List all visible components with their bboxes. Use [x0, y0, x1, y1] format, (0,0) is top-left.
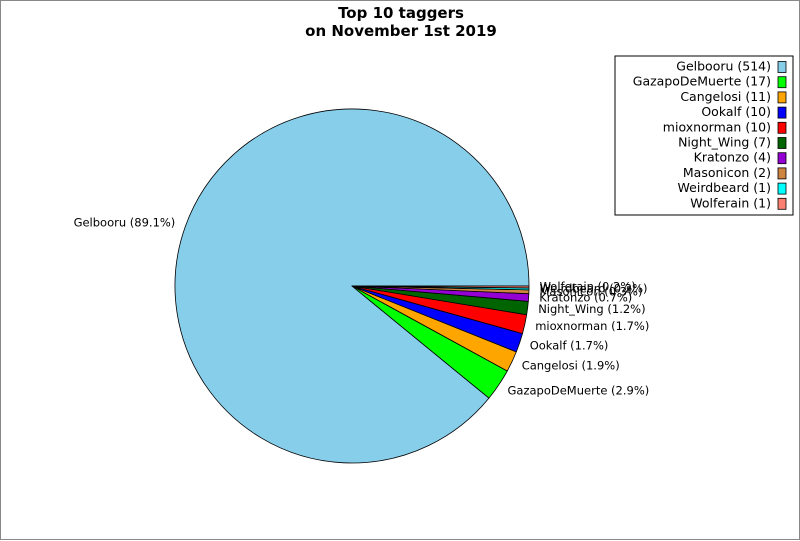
slice-label-gazapodemuerte: GazapoDeMuerte (2.9%)	[508, 383, 650, 397]
slice-label-masonicon: Masonicon (0.3%)	[540, 285, 643, 299]
legend-label-night_wing: Night_Wing (7)	[678, 135, 771, 150]
slice-label-wolferain: Wolferain (0.2%)	[540, 280, 636, 294]
legend-swatch-kratonzo	[777, 152, 787, 165]
slice-label-gelbooru: Gelbooru (89.1%)	[74, 215, 176, 229]
legend-swatch-gelbooru	[777, 61, 787, 73]
legend-label-kratonzo: Kratonzo (4)	[694, 150, 771, 165]
legend-swatch-mioxnorman	[777, 121, 787, 134]
legend-label-gelbooru: Gelbooru (514)	[676, 59, 771, 74]
slice-label-night_wing: Night_Wing (1.2%)	[538, 302, 645, 316]
legend-label-ookalf: Ookalf (10)	[701, 104, 771, 119]
pie-slice-gelbooru	[174, 108, 530, 464]
legend-label-mioxnorman: mioxnorman (10)	[663, 119, 771, 134]
legend-label-gazapodemuerte: GazapoDeMuerte (17)	[633, 74, 771, 89]
slice-label-mioxnorman: mioxnorman (1.7%)	[535, 319, 649, 333]
legend-swatch-wolferain	[777, 197, 787, 210]
legend-swatch-ookalf	[777, 106, 787, 119]
legend-swatch-night_wing	[777, 137, 787, 149]
legend-swatch-cangelosi	[777, 91, 787, 104]
pie-slices	[174, 108, 530, 464]
legend-swatch-masonicon	[777, 167, 787, 180]
pie-slice-labels: Gelbooru (89.1%) GazapoDeMuerte (2.9%) Can…	[74, 215, 650, 397]
legend-label-weirdbeard: Weirdbeard (1)	[678, 180, 771, 195]
legend-box	[614, 55, 794, 216]
slice-label-weirdbeard: Weirdbeard (0.2%)	[540, 282, 648, 296]
legend-label-masonicon: Masonicon (2)	[683, 165, 771, 180]
legend-swatch-gazapodemuerte	[777, 76, 787, 89]
legend-swatch-weirdbeard	[777, 182, 787, 195]
legend-label-cangelosi: Cangelosi (11)	[680, 89, 771, 104]
chart-title-line-2: on November 1st 2019	[305, 22, 497, 40]
pie-slice-wolferain	[351, 285, 530, 289]
slice-label-cangelosi: Cangelosi (1.9%)	[522, 359, 620, 373]
chart-title-line-1: Top 10 taggers	[338, 4, 464, 22]
slice-label-ookalf: Ookalf (1.7%)	[530, 339, 609, 353]
legend-label-wolferain: Wolferain (1)	[690, 195, 771, 210]
legend: Gelbooru (514)GazapoDeMuerte (17)Cangelo…	[614, 55, 794, 216]
slice-label-kratonzo: Kratonzo (0.7%)	[539, 291, 632, 305]
